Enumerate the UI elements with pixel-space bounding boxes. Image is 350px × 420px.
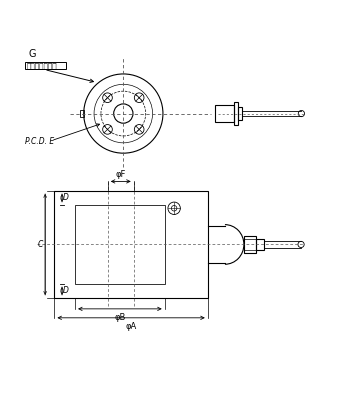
Bar [25,62,66,69]
Text: 反対側も同位置: 反対側も同位置 [27,63,57,69]
Text: φF: φF [116,170,126,178]
Bar [75,205,164,284]
Text: φA: φA [125,322,137,331]
Bar [215,105,233,122]
Text: G: G [29,49,36,59]
Bar [55,191,208,298]
Bar [79,110,84,117]
Text: D: D [63,194,69,202]
Text: D: D [63,286,69,295]
Bar [238,107,242,121]
Bar [233,102,238,125]
Text: φB: φB [114,313,126,322]
Bar [244,236,256,253]
Bar [256,239,264,249]
Text: C: C [38,240,43,249]
Text: P.C.D. E: P.C.D. E [25,136,54,145]
